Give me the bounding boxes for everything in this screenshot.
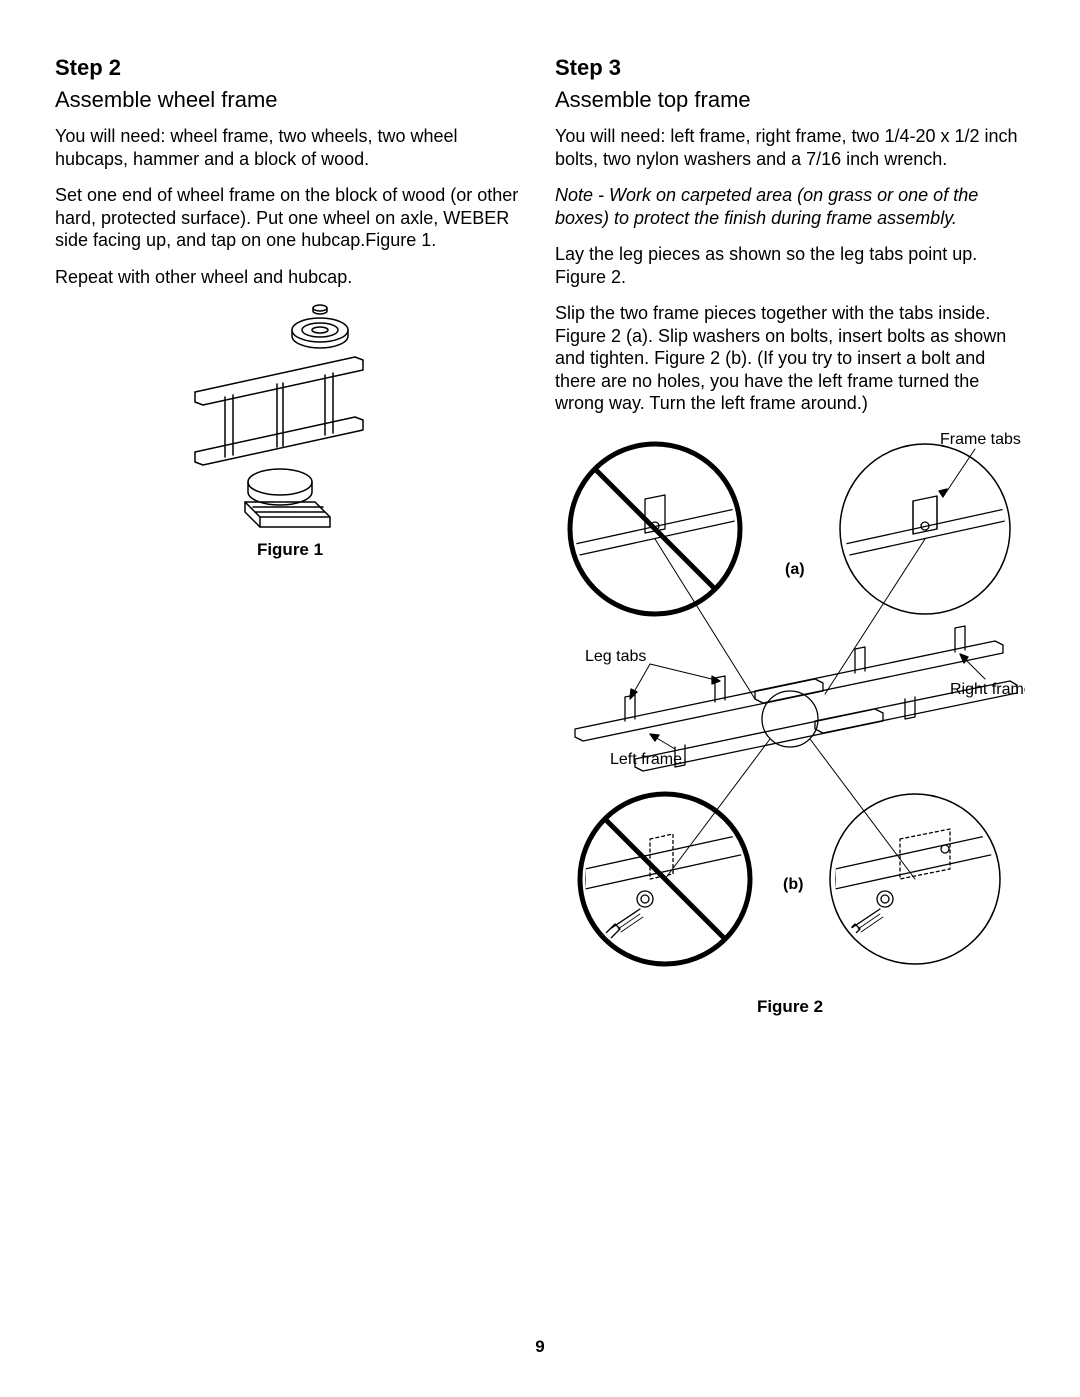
page: Step 2 Assemble wheel frame You will nee…: [0, 0, 1080, 1017]
paragraph: You will need: left frame, right frame, …: [555, 125, 1025, 170]
figure-caption: Figure 2: [555, 997, 1025, 1017]
figure-1: Figure 1: [55, 302, 525, 560]
label-right-frame: Right frame: [950, 681, 1025, 698]
top-frame-diagram: Frame tabs Leg tabs Right frame Left fra…: [555, 429, 1025, 989]
note: Note - Work on carpeted area (on grass o…: [555, 184, 1025, 229]
step-title: Assemble top frame: [555, 87, 1025, 113]
label-frame-tabs: Frame tabs: [940, 431, 1021, 448]
step-heading: Step 2: [55, 55, 525, 81]
label-b: (b): [783, 876, 803, 893]
paragraph: Lay the leg pieces as shown so the leg t…: [555, 243, 1025, 288]
paragraph: Set one end of wheel frame on the block …: [55, 184, 525, 252]
label-leg-tabs: Leg tabs: [585, 648, 646, 665]
figure-2: Frame tabs Leg tabs Right frame Left fra…: [555, 429, 1025, 1017]
paragraph: You will need: wheel frame, two wheels, …: [55, 125, 525, 170]
paragraph: Slip the two frame pieces together with …: [555, 302, 1025, 415]
step-title: Assemble wheel frame: [55, 87, 525, 113]
left-column: Step 2 Assemble wheel frame You will nee…: [55, 55, 525, 1017]
label-left-frame: Left frame: [610, 751, 682, 768]
paragraph: Repeat with other wheel and hubcap.: [55, 266, 525, 289]
label-a: (a): [785, 561, 805, 578]
right-column: Step 3 Assemble top frame You will need:…: [555, 55, 1025, 1017]
wheel-frame-diagram: [185, 302, 395, 532]
figure-caption: Figure 1: [55, 540, 525, 560]
page-number: 9: [0, 1337, 1080, 1357]
step-heading: Step 3: [555, 55, 1025, 81]
